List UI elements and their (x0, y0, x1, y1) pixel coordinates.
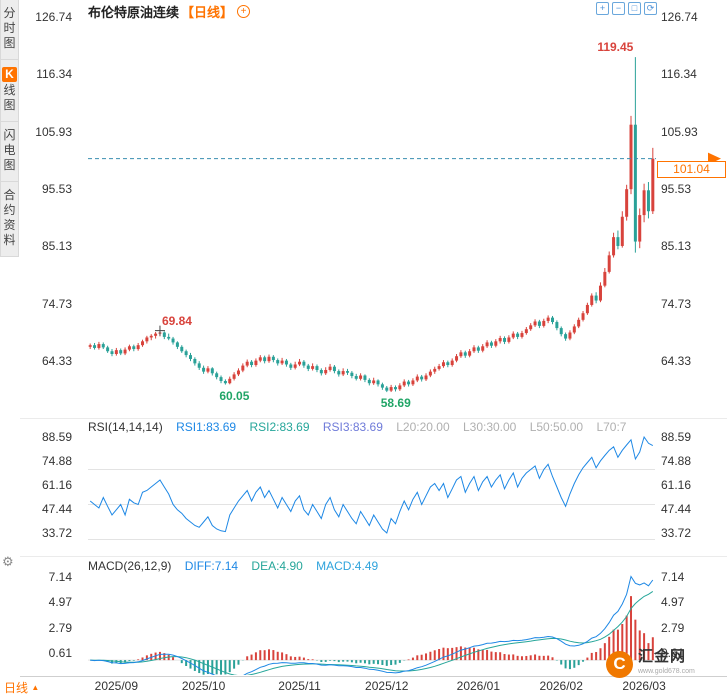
rsi-axis-label: 33.72 (41, 526, 72, 540)
macd-dea-line (90, 590, 654, 675)
price-axis-label: 95.53 (661, 182, 692, 197)
price-axis-label: 85.13 (661, 239, 692, 254)
rsi-line (89, 435, 654, 534)
rsi-axis-label: 47.44 (41, 501, 72, 516)
sidebar-tab-time-chart[interactable]: 分时图 (0, 0, 19, 60)
rsi-axis-label: 61.16 (661, 477, 692, 492)
current-price-tag: 101.04 (657, 160, 726, 178)
macd-layer (88, 575, 655, 675)
macd-header: MACD(26,12,9) DIFF:7.14 DEA:4.90 MACD:4.… (88, 559, 655, 573)
rsi-axis-label: 74.88 (661, 453, 692, 468)
date-axis-label: 2026/02 (539, 679, 583, 693)
symbol-title: 布伦特原油连续 (88, 5, 180, 20)
macd-axis-label: 7.14 (48, 570, 72, 584)
site-logo-url: www.gold678.com (638, 668, 695, 675)
macd-axis-label: 4.97 (48, 595, 72, 610)
macd-dea-value: DEA:4.90 (251, 559, 303, 573)
price-axis-label: 105.93 (35, 124, 72, 139)
price-annotation: 60.05 (219, 388, 250, 403)
rsi-l50: L50:50.00 (529, 420, 584, 434)
rsi-axis-label: 88.59 (41, 430, 72, 444)
chevron-up-icon: ▲ (31, 683, 40, 692)
period-selector-label: 日线 (4, 681, 29, 695)
price-annotation: 119.45 (597, 40, 634, 55)
price-axis-label: 116.34 (36, 67, 72, 82)
rsi-l20: L20:20.00 (396, 420, 450, 434)
candles-layer (88, 57, 655, 393)
macd-axis-label: 0.61 (48, 646, 72, 660)
price-axis-label: 126.74 (35, 10, 72, 24)
macd-axis-label: 2.79 (661, 620, 685, 635)
price-annotation: 69.84 (161, 313, 192, 328)
macd-bar-value: MACD:4.49 (316, 559, 379, 573)
period-selector[interactable]: 日线 ▲ (4, 679, 39, 696)
date-axis-label: 2025/12 (365, 679, 409, 693)
price-axis-label: 74.73 (661, 296, 692, 311)
price-axis-label: 116.34 (661, 67, 697, 82)
rsi-axis-label: 88.59 (661, 430, 692, 444)
rsi3-value: RSI3:83.69 (322, 420, 383, 434)
date-axis-label: 2026/03 (622, 679, 666, 693)
period-tag: 【日线】 (181, 5, 234, 20)
rsi-axis-label: 33.72 (661, 526, 692, 540)
site-logo-name: 汇金网 (638, 648, 687, 665)
price-axis-label: 64.33 (661, 354, 692, 368)
site-logo: C 汇金网 www.gold678.com (606, 649, 695, 679)
date-axis-label: 2025/11 (278, 679, 321, 693)
price-axis-label: 85.13 (41, 239, 72, 254)
macd-diff-value: DIFF:7.14 (184, 559, 239, 573)
sidebar-tab-lightning-chart[interactable]: 闪电图 (0, 121, 19, 182)
rsi-l30: L30:30.00 (462, 420, 517, 434)
macd-name: MACD(26,12,9) (88, 559, 172, 573)
sidebar-tab-contract-info[interactable]: 合约资料 (0, 181, 19, 257)
date-axis-label: 2026/01 (456, 679, 501, 693)
rsi-axis-label: 47.44 (661, 501, 692, 516)
chart-toolbar: + − □ ⟳ (596, 2, 657, 15)
box-zoom-icon[interactable]: □ (628, 2, 641, 15)
price-axis-label: 95.53 (41, 182, 72, 197)
zoom-in-icon[interactable]: + (596, 2, 609, 15)
chart-titlebar: 布伦特原油连续 【日线】 + (88, 2, 251, 21)
rsi-l70: L70:7 (596, 420, 627, 434)
huijin-logo-icon: C (606, 650, 633, 678)
price-axis-label: 64.33 (41, 354, 72, 368)
macd-axis-label: 2.79 (48, 620, 72, 635)
rsi-axis-label: 74.88 (41, 453, 72, 468)
rsi-axis-label: 61.16 (41, 477, 72, 492)
rsi2-value: RSI2:83.69 (249, 420, 310, 434)
date-axis-label: 2025/09 (94, 679, 139, 693)
rsi-header: RSI(14,14,14) RSI1:83.69 RSI2:83.69 RSI3… (88, 420, 655, 434)
price-axis-label: 74.73 (41, 296, 72, 311)
add-indicator-icon[interactable]: + (237, 5, 251, 18)
rsi-name: RSI(14,14,14) (88, 420, 163, 434)
price-axis-label: 126.74 (661, 10, 698, 24)
macd-axis-label: 0.61 (661, 646, 685, 660)
macd-diff-line (90, 575, 654, 675)
price-annotation: 58.69 (380, 396, 411, 411)
settings-gear-icon[interactable]: ⚙ (2, 554, 14, 569)
macd-axis-label: 4.97 (661, 595, 685, 610)
rsi-layer (88, 435, 655, 541)
date-axis-label: 2025/10 (181, 679, 226, 693)
macd-axis-label: 7.14 (661, 570, 685, 584)
rsi1-value: RSI1:83.69 (176, 420, 237, 434)
zoom-out-icon[interactable]: − (612, 2, 625, 15)
reset-view-icon[interactable]: ⟳ (644, 2, 657, 15)
price-axis-label: 105.93 (661, 124, 698, 139)
